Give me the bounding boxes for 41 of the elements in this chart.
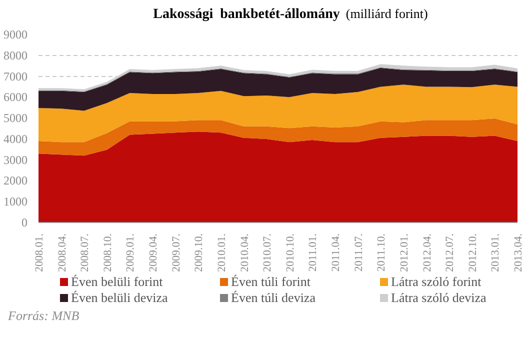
x-tick-label: 2008.07. — [79, 233, 92, 272]
x-tick-label: 2011.01. — [307, 233, 320, 272]
y-tick-label: 7000 — [4, 69, 28, 84]
legend-label: Éven belüli forint — [70, 274, 164, 290]
x-tick-label: 2010.10. — [284, 233, 296, 272]
x-tick-label: 2009.04. — [148, 233, 160, 272]
x-tick-label: 2013.04. — [512, 233, 524, 272]
legend-label: Éven túli deviza — [230, 290, 316, 306]
legend-label: Látra szóló deviza — [390, 290, 488, 306]
x-tick-label: 2009.10. — [193, 233, 206, 272]
y-tick-label: 9000 — [4, 28, 28, 42]
x-tick-label: 2011.10. — [376, 233, 388, 272]
y-tick-label: 5000 — [4, 111, 28, 126]
x-tick-label: 2012.01. — [398, 233, 410, 272]
x-tick-label: 2010.07. — [262, 233, 274, 272]
x-tick-label: 2012.10. — [466, 233, 479, 272]
x-tick-label: 2008.04. — [56, 233, 68, 272]
text: Forrás: MNB — [8, 308, 80, 323]
chart-subtitle: (milliárd forint) — [346, 6, 428, 21]
legend-label: Éven túli forint — [230, 274, 312, 290]
y-tick-label: 6000 — [4, 90, 28, 104]
x-tick-label: 2012.07. — [444, 233, 456, 272]
y-tick-label: 8000 — [4, 48, 28, 62]
legend-label: Éven belüli deviza — [70, 290, 169, 306]
x-tick-label: 2009.07. — [170, 233, 182, 272]
x-tick-label: 2011.07. — [352, 233, 365, 272]
y-tick-label: 0 — [22, 216, 28, 230]
y-tick-label: 1000 — [4, 194, 28, 209]
x-tick-label: 2012.04. — [421, 233, 434, 272]
chart-title: Lakossági bankbetét-állomány — [153, 7, 340, 22]
x-tick-label: 2008.10. — [102, 233, 114, 272]
x-tick-label: 2013.01. — [490, 233, 502, 272]
x-tick-label: 2010.04. — [238, 233, 251, 272]
legend-label: Látra szóló forint — [390, 274, 482, 290]
y-tick-label: 4000 — [4, 132, 28, 146]
y-tick-label: 2000 — [4, 174, 28, 188]
y-tick-label: 3000 — [4, 152, 28, 167]
x-tick-label: 2009.01. — [124, 233, 137, 272]
x-tick-label: 2008.01. — [34, 233, 46, 272]
x-tick-label: 2010.01. — [216, 233, 228, 272]
x-tick-label: 2011.04. — [330, 233, 342, 272]
